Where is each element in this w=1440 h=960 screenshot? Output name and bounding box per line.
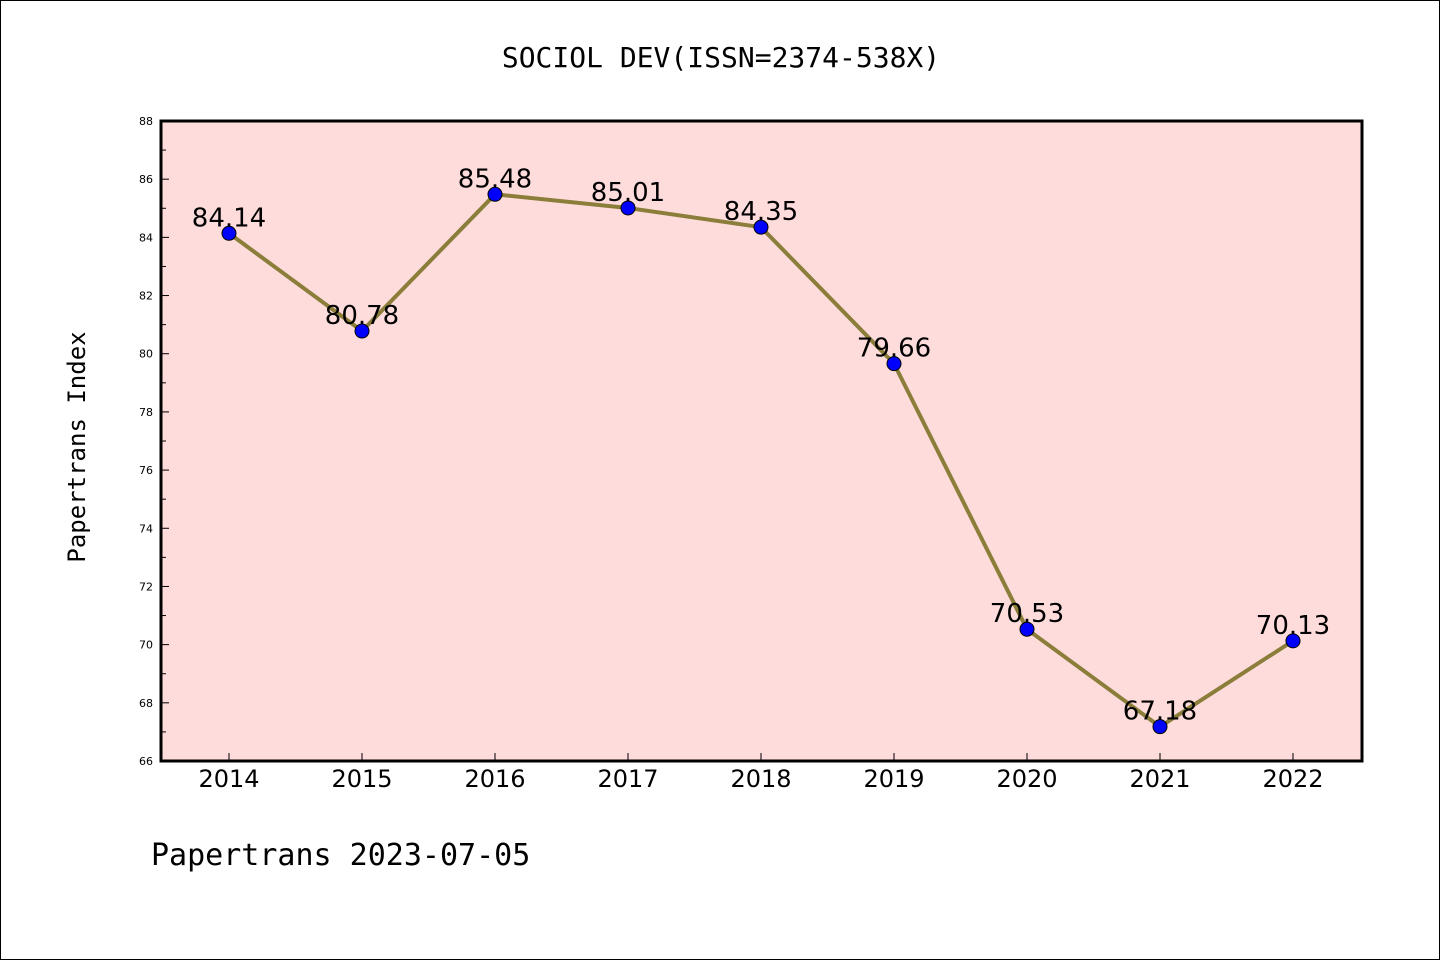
y-tick-label: 70 — [139, 639, 153, 652]
y-tick-label: 86 — [139, 173, 153, 186]
y-tick-label: 78 — [139, 406, 153, 419]
y-tick-label: 72 — [139, 580, 153, 593]
x-tick-label: 2021 — [1129, 765, 1190, 793]
data-point — [221, 225, 237, 241]
series-markers — [221, 186, 1301, 735]
data-label: 67.18 — [1123, 697, 1197, 727]
x-axis-ticks: 2014 2015 2016 2017 2018 2019 2020 2021 2022 — [198, 753, 1324, 793]
data-point — [1285, 633, 1301, 649]
x-tick-label: 2018 — [730, 765, 791, 793]
x-tick-label: 2022 — [1262, 765, 1323, 793]
x-tick-label: 2019 — [863, 765, 924, 793]
y-tick-label: 76 — [139, 464, 153, 477]
data-label: 85.01 — [591, 178, 665, 208]
y-tick-label: 80 — [139, 348, 153, 361]
y-tick-label: 88 — [139, 115, 153, 128]
data-label: 80.78 — [325, 301, 399, 331]
y-tick-label: 66 — [139, 755, 153, 768]
data-label: 85.48 — [458, 164, 532, 194]
x-tick-label: 2014 — [198, 765, 259, 793]
data-point — [886, 356, 902, 372]
x-tick-label: 2017 — [597, 765, 658, 793]
data-point — [1152, 719, 1168, 735]
x-tick-label: 2020 — [996, 765, 1057, 793]
data-point — [753, 219, 769, 235]
data-label: 70.53 — [990, 599, 1064, 629]
data-point — [620, 200, 636, 216]
data-point — [487, 186, 503, 202]
data-labels: 84.14 80.78 85.48 85.01 84.35 79.66 70.53 67.18… — [192, 164, 1330, 726]
y-tick-label: 82 — [139, 290, 153, 303]
plot-frame — [159, 119, 1364, 763]
data-point — [1019, 621, 1035, 637]
x-tick-label: 2016 — [464, 765, 525, 793]
x-tick-label: 2015 — [331, 765, 392, 793]
y-tick-label: 84 — [139, 231, 153, 244]
y-tick-label: 68 — [139, 697, 153, 710]
y-tick-label: 74 — [139, 522, 153, 535]
data-point — [354, 323, 370, 339]
data-label: 79.66 — [857, 334, 931, 364]
y-axis-label: Papertrans Index — [63, 331, 91, 562]
data-label: 84.35 — [724, 197, 798, 227]
footer-caption: Papertrans 2023-07-05 — [151, 838, 530, 873]
data-label: 70.13 — [1256, 611, 1330, 641]
data-label: 84.14 — [192, 203, 266, 233]
chart-title: SOCIOL DEV(ISSN=2374-538X) — [502, 41, 940, 74]
y-axis-ticks: 66 68 70 72 74 76 78 80 82 84 86 88 — [139, 115, 169, 768]
